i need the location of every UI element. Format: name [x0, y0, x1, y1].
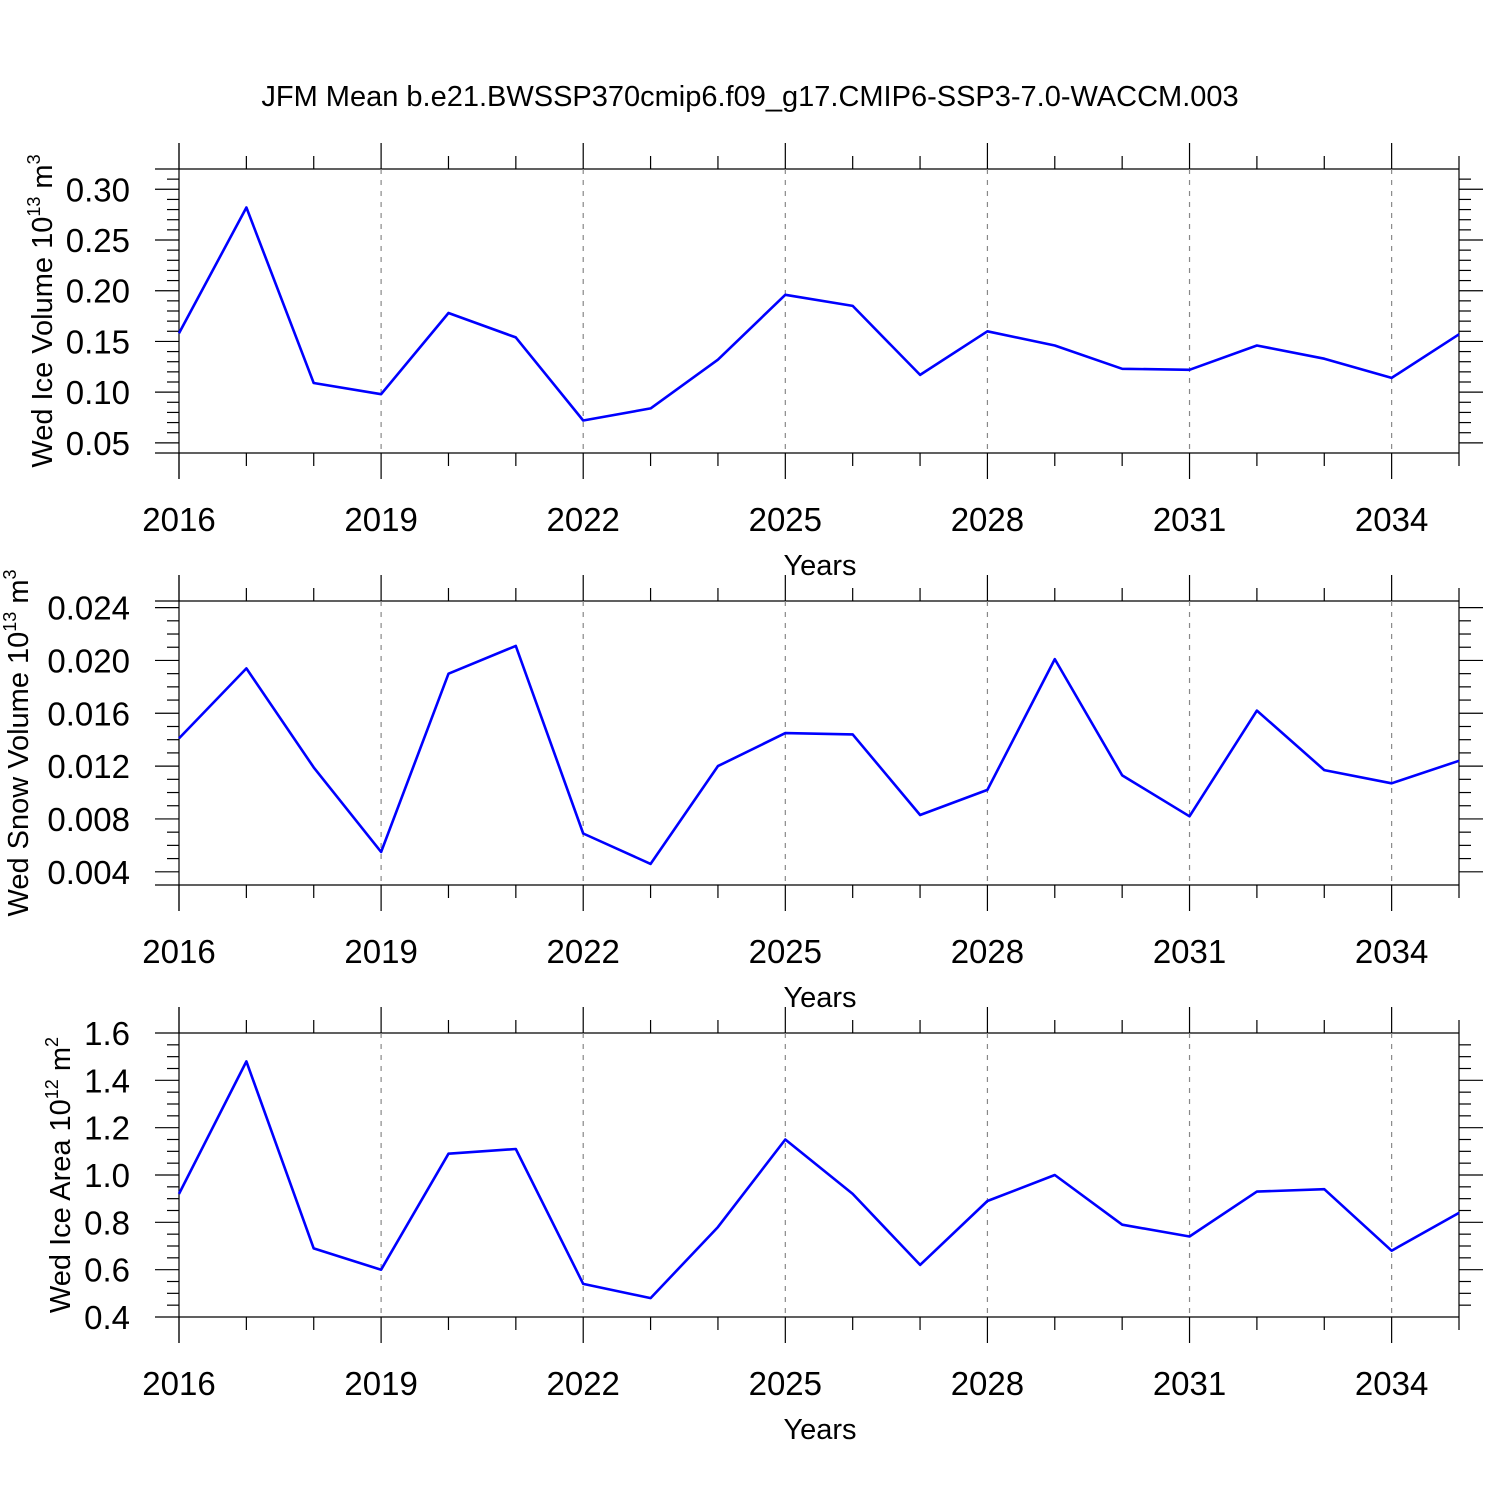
x-tick-label: 2016: [142, 933, 215, 970]
x-axis-title: Years: [783, 982, 856, 1014]
x-tick-label: 2016: [142, 501, 215, 538]
x-tick-label: 2022: [546, 501, 619, 538]
x-tick-label: 2031: [1153, 1365, 1226, 1402]
y-tick-label: 0.4: [84, 1299, 130, 1336]
y-tick-label: 0.6: [84, 1252, 130, 1289]
chart-title: JFM Mean b.e21.BWSSP370cmip6.f09_g17.CMI…: [261, 81, 1238, 113]
x-tick-label: 2034: [1355, 501, 1428, 538]
x-tick-label: 2025: [749, 501, 822, 538]
x-tick-label: 2016: [142, 1365, 215, 1402]
y-tick-label: 0.016: [47, 695, 130, 732]
x-tick-label: 2028: [951, 1365, 1024, 1402]
y-tick-label: 0.30: [66, 171, 130, 208]
series-line: [178, 644, 1460, 866]
x-tick-label: 2019: [344, 933, 417, 970]
series-line: [177, 206, 1460, 422]
y-tick-label: 1.4: [84, 1062, 130, 1099]
x-tick-label: 2034: [1355, 1365, 1428, 1402]
chart-panels: 0.05 0.10 0.15 0.20 0.25 0.30 2016 2019 2022 2025…: [0, 143, 1483, 1446]
series-line: [177, 1060, 1460, 1300]
y-tick-label: 0.25: [66, 222, 130, 259]
x-axis-title: Years: [783, 1414, 856, 1446]
x-tick-label: 2019: [344, 501, 417, 538]
x-tick-label: 2022: [546, 1365, 619, 1402]
y-axis-title: Wed Snow Volume 1013 m3: [0, 569, 35, 916]
panel-1: 0.05 0.10 0.15 0.20 0.25 0.30 2016 2019 2022 2025…: [24, 143, 1483, 582]
x-axis-title: Years: [783, 550, 856, 582]
y-axis-title: Wed Ice Area 1012 m2: [42, 1037, 77, 1313]
panel-3: 0.4 0.6 0.8 1.0 1.2 1.4 1.6 2016 2019 2022 2025 202…: [42, 1007, 1483, 1446]
x-tick-label: 2025: [749, 1365, 822, 1402]
y-tick-label: 0.020: [47, 642, 130, 679]
y-tick-label: 0.004: [47, 854, 130, 891]
y-tick-label: 1.2: [84, 1110, 130, 1147]
y-tick-label: 0.012: [47, 748, 130, 785]
panel-2: 0.004 0.008 0.012 0.016 0.020 0.024 2016 2019 20…: [0, 569, 1483, 1014]
y-tick-label: 0.10: [66, 374, 130, 411]
x-tick-label: 2028: [951, 501, 1024, 538]
y-tick-label: 0.8: [84, 1204, 130, 1241]
y-tick-label: 0.15: [66, 323, 130, 360]
x-tick-label: 2028: [951, 933, 1024, 970]
y-axis-title: Wed Ice Volume 1013 m3: [24, 154, 59, 467]
x-tick-label: 2034: [1355, 933, 1428, 970]
x-tick-label: 2031: [1153, 501, 1226, 538]
x-tick-label: 2019: [344, 1365, 417, 1402]
y-tick-label: 1.6: [84, 1015, 130, 1052]
y-tick-label: 0.008: [47, 801, 130, 838]
y-tick-label: 1.0: [84, 1157, 130, 1194]
x-tick-label: 2031: [1153, 933, 1226, 970]
y-tick-label: 0.20: [66, 273, 130, 310]
y-tick-label: 0.05: [66, 425, 130, 462]
x-tick-label: 2022: [546, 933, 619, 970]
y-tick-label: 0.024: [47, 590, 130, 627]
x-tick-label: 2025: [749, 933, 822, 970]
